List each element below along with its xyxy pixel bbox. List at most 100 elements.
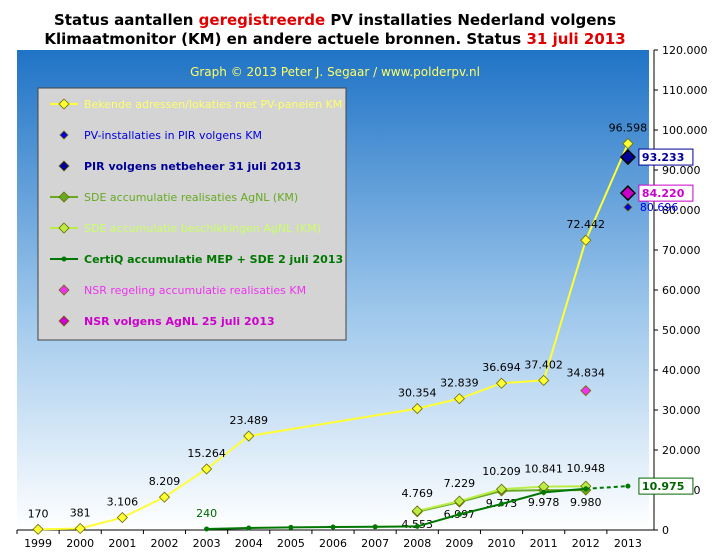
data-point [330, 524, 336, 530]
data-label: 381 [70, 506, 91, 519]
data-point [456, 511, 462, 517]
series-layer: 170 381 3.106 8.209 15.264 23.489 30.35432.839… [28, 122, 694, 535]
data-label: 80.696 [640, 201, 679, 214]
legend-label: SDE accumulatie realisaties AgNL (KM) [84, 191, 298, 204]
legend-marker [58, 191, 70, 203]
data-label: 93.233 [642, 151, 684, 164]
series-line [38, 143, 629, 531]
data-label: 15.264 [187, 447, 226, 460]
title-1a: Status aantallen [54, 11, 199, 29]
data-point [201, 463, 213, 475]
chart-title-line-2: Klimaatmonitor (KM) en andere actuele br… [44, 30, 625, 48]
data-point [453, 495, 465, 507]
legend-marker [61, 256, 67, 262]
series-5: 240 10.975 [196, 477, 694, 532]
series-line [206, 487, 586, 531]
y-tick-label: 120.000 [662, 44, 708, 57]
data-label: 10.975 [642, 480, 684, 493]
data-point [580, 234, 592, 246]
y-tick-label: 30.000 [662, 404, 701, 417]
y-tick-label: 80.000 [662, 204, 701, 217]
y-tick-label: 0 [662, 524, 669, 537]
data-point [619, 149, 636, 166]
series-7: 84.220 [619, 184, 694, 202]
legend-label: PV-installaties in PIR volgens KM [84, 129, 262, 142]
data-label: 7.229 [444, 477, 476, 490]
data-point [116, 512, 128, 524]
legend-marker [58, 315, 70, 327]
chart-title-line-1: Status aantallen geregistreerde PV insta… [54, 11, 616, 29]
legend-item-0: Bekende adressen/lokaties met PV-panelen… [50, 98, 342, 111]
data-point [625, 483, 631, 489]
data-point [288, 524, 294, 530]
data-point [623, 202, 633, 212]
legend-item-6: NSR regeling accumulatie realisaties KM [58, 284, 306, 297]
data-label: 170 [28, 507, 49, 520]
data-point [158, 491, 171, 503]
series-2: 93.233 [619, 148, 694, 166]
data-point [622, 138, 634, 150]
data-label: 72.442 [567, 218, 606, 231]
legend-label: SDE accumulatie beschikkingen AgNL (KM) [84, 222, 321, 235]
data-point [453, 393, 465, 405]
series-4: 4.769 7.229 10.209 10.841 10.948 [402, 462, 605, 517]
x-tick-label: 2011 [530, 537, 558, 550]
y-tick-label: 50.000 [662, 324, 701, 337]
data-point [583, 486, 589, 492]
y-tick-label: 20.000 [662, 444, 701, 457]
legend-marker [58, 222, 70, 234]
data-point [243, 430, 255, 442]
x-axis: 1999 2000 2001 2002 2003 2004 2005 2006 2007 2008… [16, 529, 654, 550]
data-point [74, 522, 86, 535]
data-point [538, 374, 550, 386]
data-label: 10.841 [524, 463, 563, 476]
series-line-dashed [585, 485, 628, 490]
data-label: 34.834 [567, 367, 606, 380]
data-point [541, 489, 547, 495]
x-tick-label: 2002 [150, 537, 178, 550]
legend: Bekende adressen/lokaties met PV-panelen… [50, 98, 343, 328]
y-tick-label: 100.000 [662, 124, 708, 137]
title-2a: Klimaatmonitor (KM) en andere actuele br… [44, 30, 526, 48]
title-2-red: 31 juli 2013 [526, 30, 625, 48]
data-label-box [638, 184, 694, 202]
legend-marker [58, 160, 70, 172]
data-point [499, 501, 505, 507]
y-tick-label: 40.000 [662, 364, 701, 377]
data-label: 8.209 [149, 475, 181, 488]
data-label: 9.980 [570, 496, 602, 509]
legend-label: PIR volgens netbeheer 31 juli 2013 [84, 160, 301, 173]
x-tick-label: 2001 [108, 537, 136, 550]
data-label: 10.209 [482, 465, 521, 478]
legend-marker [59, 130, 69, 140]
x-tick-label: 2007 [361, 537, 389, 550]
data-point [411, 403, 423, 415]
data-label: 23.489 [229, 414, 268, 427]
data-point [204, 526, 210, 532]
legend-label: Bekende adressen/lokaties met PV-panelen… [84, 98, 342, 111]
title-1b: PV installaties Nederland volgens [325, 11, 616, 29]
data-point [495, 377, 508, 389]
legend-item-3: SDE accumulatie realisaties AgNL (KM) [50, 191, 298, 204]
x-tick-label: 2003 [193, 537, 221, 550]
data-label-box [638, 477, 694, 495]
legend-item-7: NSR volgens AgNL 25 juli 2013 [58, 315, 275, 328]
x-tick-label: 2009 [445, 537, 473, 550]
title-1-red: geregistreerde [199, 11, 326, 29]
chart-subtitle: Graph © 2013 Peter J. Segaar / www.polde… [190, 65, 480, 79]
legend-marker [58, 284, 70, 296]
data-label: 30.354 [398, 387, 437, 400]
data-point [495, 483, 508, 495]
data-label: 96.598 [609, 122, 648, 135]
data-point [414, 523, 420, 529]
y-tick-label: 60.000 [662, 284, 701, 297]
x-tick-label: 2000 [66, 537, 94, 550]
data-point [580, 385, 592, 397]
data-label: 4.769 [402, 487, 434, 500]
data-point [619, 185, 636, 202]
legend-label: NSR regeling accumulatie realisaties KM [84, 284, 306, 297]
series-1: 80.696 [623, 201, 679, 214]
data-label: 9.978 [528, 496, 560, 509]
data-label: 37.402 [524, 358, 563, 371]
